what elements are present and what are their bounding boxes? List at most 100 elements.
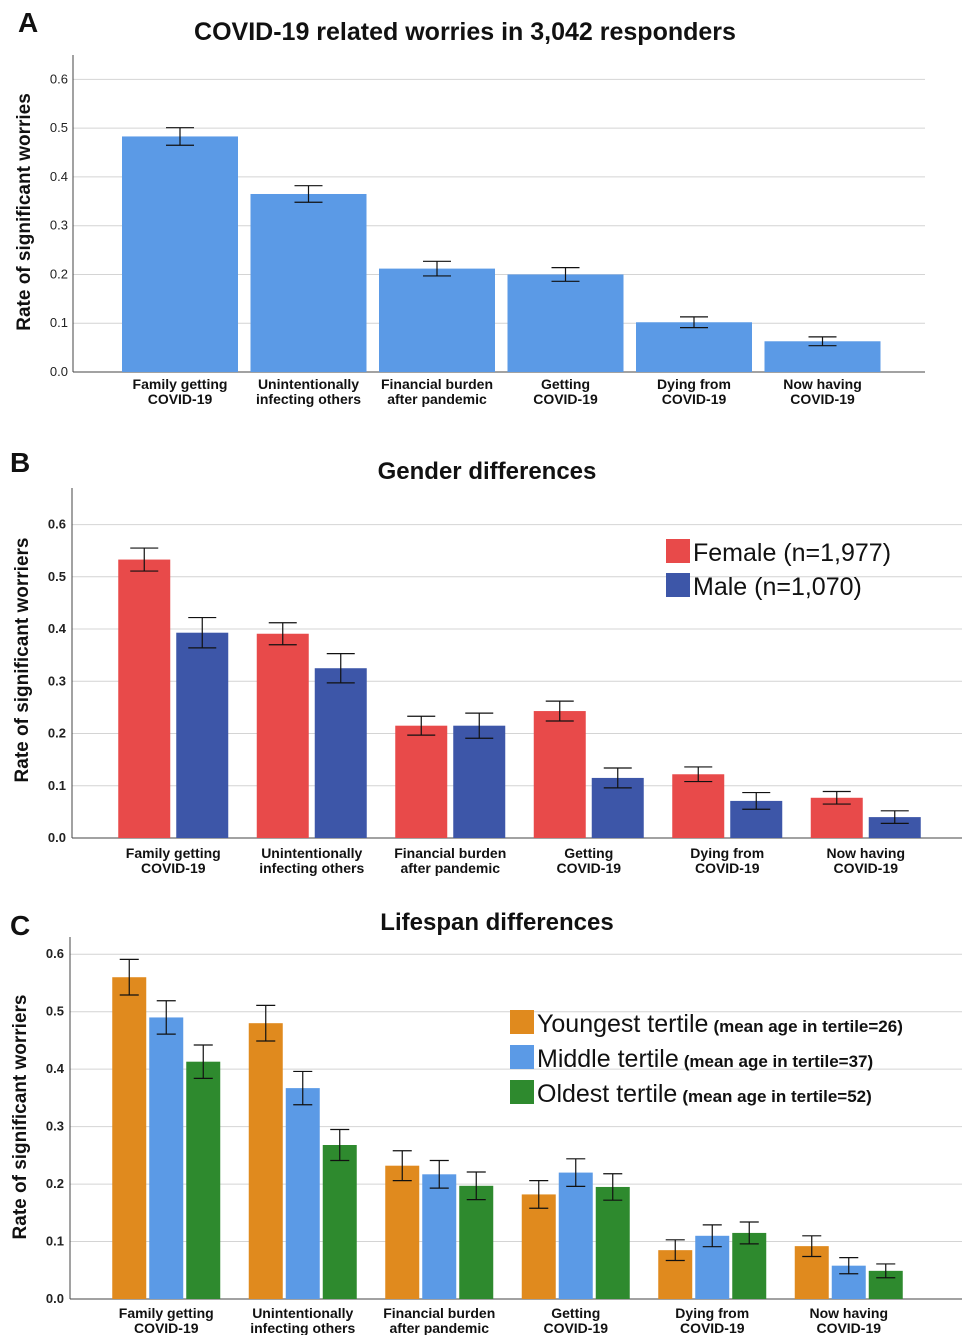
y-tick-label: 0.6	[50, 71, 68, 86]
y-tick-label: 0.2	[50, 266, 68, 281]
chart-title: Lifespan differences	[380, 909, 613, 936]
x-tick-label: COVID-19	[134, 1320, 199, 1335]
legend: Youngest tertile (mean age in tertile=26)…	[510, 1010, 903, 1108]
x-tick-label: infecting others	[256, 391, 361, 407]
x-tick-label: Unintentionally	[252, 1305, 353, 1321]
y-tick-label: 0.5	[50, 120, 68, 135]
x-tick-label: Financial burden	[383, 1305, 495, 1321]
bar	[176, 632, 229, 838]
x-tick-label: Financial burden	[381, 376, 493, 392]
bar	[395, 725, 448, 838]
chart-panel-a: A COVID-19 related worries in 3,042 respo…	[14, 7, 925, 407]
x-tick-label: COVID-19	[533, 391, 598, 407]
x-tick-label: after pandemic	[389, 1320, 489, 1335]
y-axis-label: Rate of significant worriers	[10, 995, 31, 1240]
legend-swatch	[510, 1010, 534, 1034]
bar	[459, 1185, 494, 1299]
legend-series-note: (mean age in tertile=52)	[682, 1087, 871, 1106]
bar	[636, 322, 752, 372]
x-tick-label: Family getting	[126, 845, 221, 861]
x-tick-label: after pandemic	[400, 860, 500, 876]
x-tick-label: Getting	[541, 376, 590, 392]
bar	[521, 1194, 556, 1299]
x-tick-label: Family getting	[133, 376, 228, 392]
bar	[322, 1145, 357, 1299]
x-tick-label: Now having	[783, 376, 862, 392]
legend-label: Female (n=1,977)	[693, 539, 891, 567]
bar	[672, 774, 725, 838]
panel-letter: A	[18, 7, 38, 38]
bar	[314, 668, 367, 838]
x-tick-label: Unintentionally	[261, 845, 362, 861]
y-tick-label: 0.1	[50, 315, 68, 330]
y-axis-label: Rate of significant worriers	[12, 538, 33, 783]
x-tick-label: infecting others	[259, 860, 364, 876]
bar	[118, 559, 171, 838]
x-tick-label: Dying from	[657, 376, 731, 392]
y-tick-label: 0.5	[48, 569, 66, 584]
panel-letter: C	[10, 910, 30, 941]
x-tick-label: Dying from	[690, 845, 764, 861]
legend-series-name: Middle tertile	[537, 1045, 679, 1073]
legend-series-name: Youngest tertile	[537, 1010, 708, 1038]
legend-label: Male (n=1,070)	[693, 573, 862, 601]
bar	[149, 1017, 184, 1299]
legend-label: Youngest tertile (mean age in tertile=26)	[537, 1010, 903, 1038]
y-axis-label: Rate of significant worries	[14, 93, 35, 331]
x-tick-label: COVID-19	[816, 1320, 881, 1335]
x-tick-label: infecting others	[250, 1320, 355, 1335]
y-tick-label: 0.3	[48, 673, 66, 688]
legend-series-note: (mean age in tertile=26)	[713, 1017, 902, 1036]
legend-series-note: (mean age in tertile=37)	[684, 1052, 873, 1071]
x-tick-label: COVID-19	[141, 860, 206, 876]
bar	[256, 633, 309, 838]
x-tick-label: Family getting	[119, 1305, 214, 1321]
x-tick-label: COVID-19	[790, 391, 855, 407]
bar	[385, 1165, 420, 1299]
bar	[422, 1174, 457, 1299]
bar	[558, 1172, 593, 1299]
legend-series-name: Oldest tertile	[537, 1080, 677, 1108]
bar	[186, 1061, 221, 1299]
y-tick-label: 0.1	[48, 778, 66, 793]
x-tick-label: COVID-19	[148, 391, 213, 407]
x-tick-label: COVID-19	[662, 391, 727, 407]
y-tick-label: 0.0	[50, 364, 68, 379]
y-tick-label: 0.3	[50, 218, 68, 233]
bar	[250, 193, 367, 372]
legend: Female (n=1,977) Male (n=1,070)	[666, 539, 891, 601]
chart-title: COVID-19 related worries in 3,042 respon…	[194, 18, 736, 46]
y-tick-label: 0.0	[48, 830, 66, 845]
bar	[507, 274, 624, 372]
y-tick-label: 0.3	[46, 1119, 64, 1134]
bar	[533, 711, 586, 838]
bar	[379, 268, 495, 372]
y-tick-label: 0.6	[46, 946, 64, 961]
x-tick-label: COVID-19	[695, 860, 760, 876]
x-tick-label: after pandemic	[387, 391, 487, 407]
legend-label: Middle tertile (mean age in tertile=37)	[537, 1045, 873, 1073]
bar	[112, 977, 147, 1299]
legend-series-name: Female (n=1,977)	[693, 539, 891, 567]
bar	[764, 341, 881, 372]
y-tick-label: 0.6	[48, 517, 66, 532]
bar	[595, 1186, 630, 1299]
y-tick-label: 0.4	[50, 169, 68, 184]
chart-title: Gender differences	[378, 458, 597, 485]
legend-swatch	[666, 539, 690, 563]
x-tick-label: COVID-19	[556, 860, 621, 876]
chart-panel-b: B Gender differences 0.0 0.1 0.2 0.3 0.4 0.5 0.6…	[10, 447, 962, 876]
x-tick-label: Getting	[564, 845, 613, 861]
x-tick-label: Financial burden	[394, 845, 506, 861]
x-tick-label: Now having	[809, 1305, 888, 1321]
x-tick-label: Unintentionally	[258, 376, 359, 392]
bar	[285, 1088, 320, 1299]
legend-swatch	[666, 573, 690, 597]
x-tick-label: Dying from	[675, 1305, 749, 1321]
legend-swatch	[510, 1045, 534, 1069]
y-tick-label: 0.2	[46, 1176, 64, 1191]
legend-series-name: Male (n=1,070)	[693, 573, 862, 601]
panel-letter: B	[10, 447, 30, 478]
bar	[453, 725, 506, 838]
